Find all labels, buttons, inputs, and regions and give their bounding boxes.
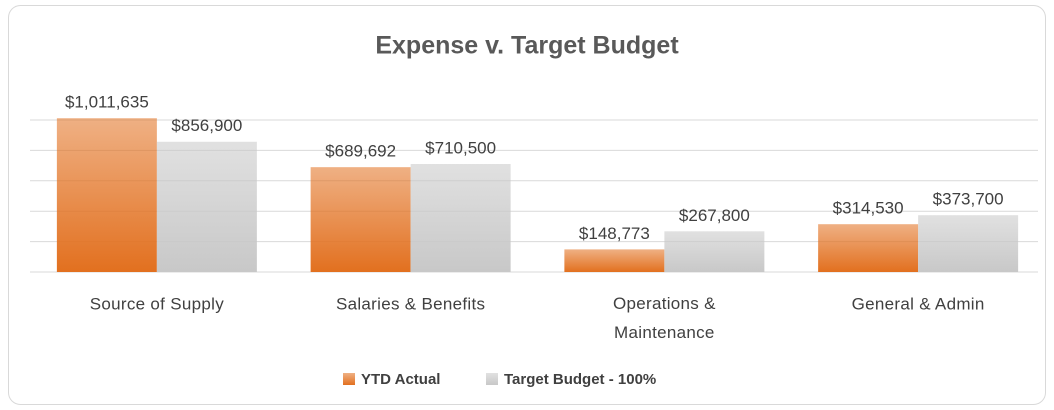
data-label: $373,700 <box>933 190 1004 209</box>
legend-label: YTD Actual <box>361 371 440 388</box>
bar <box>156 141 257 272</box>
data-label: $314,530 <box>833 199 904 218</box>
data-label: $267,800 <box>679 206 750 225</box>
legend-label: Target Budget - 100% <box>504 371 656 388</box>
x-tick-label: General & Admin <box>852 294 985 313</box>
data-label: $710,500 <box>425 138 496 157</box>
bar <box>664 231 765 272</box>
chart-card <box>8 5 1046 405</box>
bar <box>310 167 411 272</box>
bar <box>564 249 665 272</box>
legend-swatch <box>486 373 498 385</box>
bar <box>818 224 919 272</box>
data-label: $1,011,635 <box>65 93 149 112</box>
data-label: $689,692 <box>325 142 396 161</box>
x-tick-label: Operations & Maintenance <box>613 294 716 342</box>
chart-title: Expense v. Target Budget <box>375 32 679 60</box>
x-tick-label: Source of Supply <box>90 294 224 313</box>
data-label: $148,773 <box>579 224 650 243</box>
x-tick-label: Salaries & Benefits <box>336 294 485 313</box>
data-label: $856,900 <box>171 116 242 135</box>
legend-swatch <box>343 373 355 385</box>
bar <box>410 164 511 272</box>
bar <box>56 118 157 273</box>
bar <box>918 215 1019 272</box>
